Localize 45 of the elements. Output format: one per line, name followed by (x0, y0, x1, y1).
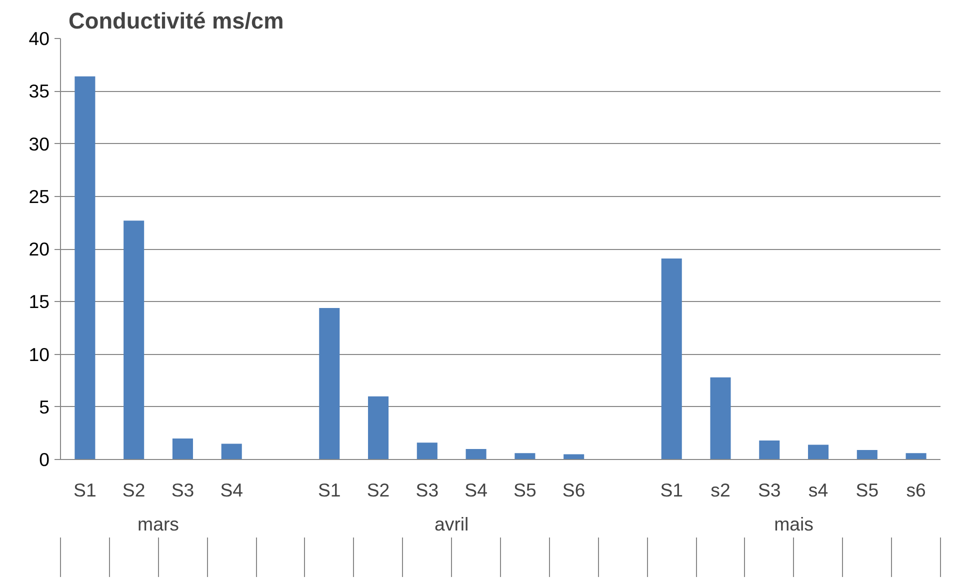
chart-title: Conductivité ms/cm (68, 8, 284, 34)
x-tick-label: S1 (74, 480, 96, 500)
x-tick-label: S3 (758, 480, 781, 500)
bar (124, 220, 144, 460)
y-tick-label: 30 (28, 133, 50, 154)
bar (759, 440, 780, 460)
bar (466, 448, 486, 460)
x-tick-label: S2 (366, 480, 390, 500)
bar (856, 450, 878, 460)
bar (416, 442, 438, 460)
x-tick-label: S4 (220, 480, 244, 500)
x-tick-label: S3 (171, 480, 194, 500)
x-tick-label: S2 (122, 480, 146, 500)
y-tick-label: 35 (28, 80, 50, 102)
x-tick-label: S6 (562, 480, 586, 500)
bar (514, 453, 536, 460)
y-tick-label: 40 (28, 28, 50, 49)
x-tick-label: S5 (856, 480, 879, 500)
text: mais (774, 514, 814, 534)
x-tick-label: s2 (710, 480, 730, 500)
bar (172, 438, 193, 460)
x-tick-label: S5 (514, 480, 536, 500)
bar (906, 453, 926, 460)
bar (661, 258, 682, 460)
text: avril (434, 514, 469, 534)
bar (221, 444, 242, 460)
x-tick-label: S4 (464, 480, 488, 500)
bar (710, 377, 731, 460)
x-tick-label: s6 (906, 480, 926, 500)
bar (74, 76, 96, 460)
text: mars (138, 514, 180, 534)
y-tick-label: 10 (28, 344, 50, 365)
x-tick-label: S1 (318, 480, 341, 500)
x-tick-label: S1 (660, 480, 684, 500)
bar (368, 396, 389, 460)
y-tick-label: 20 (28, 238, 50, 260)
y-tick-label: 15 (28, 291, 50, 312)
bar (808, 444, 829, 460)
bar (564, 454, 584, 460)
y-tick-label: 25 (28, 186, 50, 207)
y-tick-label: 0 (39, 449, 50, 470)
x-tick-label: s4 (808, 480, 828, 500)
y-tick-label: 5 (39, 396, 50, 418)
x-tick-label: S3 (416, 480, 439, 500)
bar (319, 308, 340, 460)
